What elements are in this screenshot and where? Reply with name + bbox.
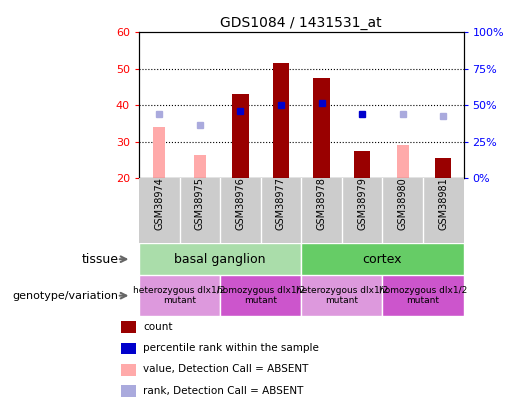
Bar (273, 63, 289, 178)
Bar (121, 386, 136, 397)
Text: count: count (143, 322, 173, 332)
Bar (397, 145, 409, 178)
Text: percentile rank within the sample: percentile rank within the sample (143, 343, 319, 353)
Text: cortex: cortex (363, 253, 402, 266)
Text: tissue: tissue (81, 253, 118, 266)
Bar (121, 321, 136, 333)
Bar (314, 78, 330, 178)
Text: heterozygous dlx1/2
mutant: heterozygous dlx1/2 mutant (296, 286, 388, 305)
Bar (121, 364, 136, 375)
Text: rank, Detection Call = ABSENT: rank, Detection Call = ABSENT (143, 386, 304, 396)
Text: genotype/variation: genotype/variation (12, 291, 118, 301)
Bar (354, 151, 370, 178)
Bar (301, 275, 382, 316)
Bar (232, 94, 249, 178)
Text: homozygous dlx1/2
mutant: homozygous dlx1/2 mutant (379, 286, 467, 305)
Bar (153, 127, 165, 178)
Title: GDS1084 / 1431531_at: GDS1084 / 1431531_at (220, 16, 382, 30)
Text: value, Detection Call = ABSENT: value, Detection Call = ABSENT (143, 364, 309, 374)
Bar (220, 275, 301, 316)
Bar (194, 154, 206, 178)
Text: heterozygous dlx1/2
mutant: heterozygous dlx1/2 mutant (133, 286, 226, 305)
Bar (301, 243, 464, 275)
Bar (139, 243, 301, 275)
Bar (139, 275, 220, 316)
Bar (121, 343, 136, 354)
Bar (435, 158, 451, 178)
Text: homozygous dlx1/2
mutant: homozygous dlx1/2 mutant (217, 286, 305, 305)
Text: basal ganglion: basal ganglion (175, 253, 266, 266)
Bar (382, 275, 464, 316)
